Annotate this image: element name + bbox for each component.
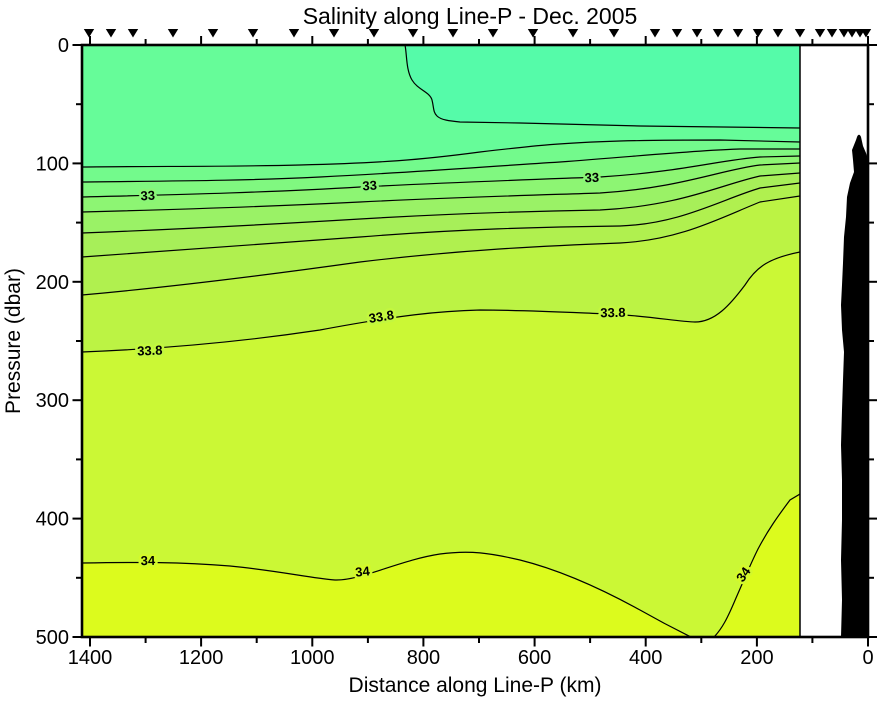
x-tick-label: 1400 [68,647,113,669]
station-marker-icon [794,29,806,38]
station-marker-icon [407,29,419,38]
bathymetry-silhouette [841,134,868,637]
contour-label: 33.8 [600,305,626,320]
contour-line-33 [82,155,800,198]
y-tick-label: 0 [58,35,69,57]
x-axis-title: Distance along Line-P (km) [349,674,602,697]
station-marker-icon [814,29,826,38]
contour-label: 33 [140,188,155,204]
station-marker-icon [838,29,850,38]
band-9 [82,252,800,637]
x-tick-label: 0 [862,647,873,669]
contour-line-33-8 [82,251,800,353]
x-tick-label: 1000 [290,647,335,669]
contour-label: 33 [584,170,599,185]
x-tick-label: 600 [518,647,551,669]
y-tick-label: 500 [36,627,69,649]
y-axis-title: Pressure (dbar) [2,268,25,414]
contour-label: 34 [141,553,156,568]
contour-lines [82,45,800,637]
station-marker-icon [487,29,499,38]
station-marker-icon [691,29,703,38]
band-fresh-surface [405,45,800,128]
station-marker-icon [105,29,117,38]
station-marker-icon [288,29,300,38]
y-tick-label: 300 [36,390,69,412]
station-marker-icon [368,29,380,38]
station-marker-icon [671,29,683,38]
station-marker-icon [247,29,259,38]
contour-label: 33.8 [137,343,163,359]
station-marker-icon [649,29,661,38]
y-tick-label: 200 [36,272,69,294]
station-marker-icon [447,29,459,38]
station-marker-icon [860,29,872,38]
station-marker-icon [328,29,340,38]
contour-label: 34 [355,563,372,580]
contour-line-1 [82,139,800,168]
x-tick-label: 1200 [179,647,224,669]
station-marker-icon [772,29,784,38]
x-axis-ticks: 1400 1200 1000 800 600 400 200 0 [68,36,874,669]
y-axis-ticks: 0 100 200 300 400 500 [36,35,877,649]
contour-line-5 [82,172,800,234]
contour-line-6 [82,182,800,258]
chart-title: Salinity along Line-P - Dec. 2005 [303,3,638,29]
station-marker-icon [167,29,179,38]
x-tick-label: 800 [407,647,440,669]
station-marker-icon [732,29,744,38]
x-tick-label: 200 [740,647,773,669]
station-marker-icon [846,29,858,38]
contour-line-34 [82,493,800,637]
station-marker-icon [567,29,579,38]
contour-line-2 [82,148,800,183]
y-tick-label: 400 [36,509,69,531]
contour-label: 33 [362,178,377,194]
contour-line-4 [82,162,800,213]
station-marker-icon [752,29,764,38]
station-marker-icon [712,29,724,38]
y-tick-label: 100 [36,153,69,175]
station-marker-icon [207,29,219,38]
station-marker-icon [527,29,539,38]
station-marker-icon [826,29,838,38]
band-10 [82,494,800,637]
contour-surface-front [404,45,800,129]
contour-label: 33.8 [368,307,395,326]
x-tick-label: 400 [629,647,662,669]
station-markers [83,29,872,38]
station-marker-icon [127,29,139,38]
station-marker-icon [608,29,620,38]
station-marker-icon [83,29,95,38]
contour-line-7 [82,195,800,296]
